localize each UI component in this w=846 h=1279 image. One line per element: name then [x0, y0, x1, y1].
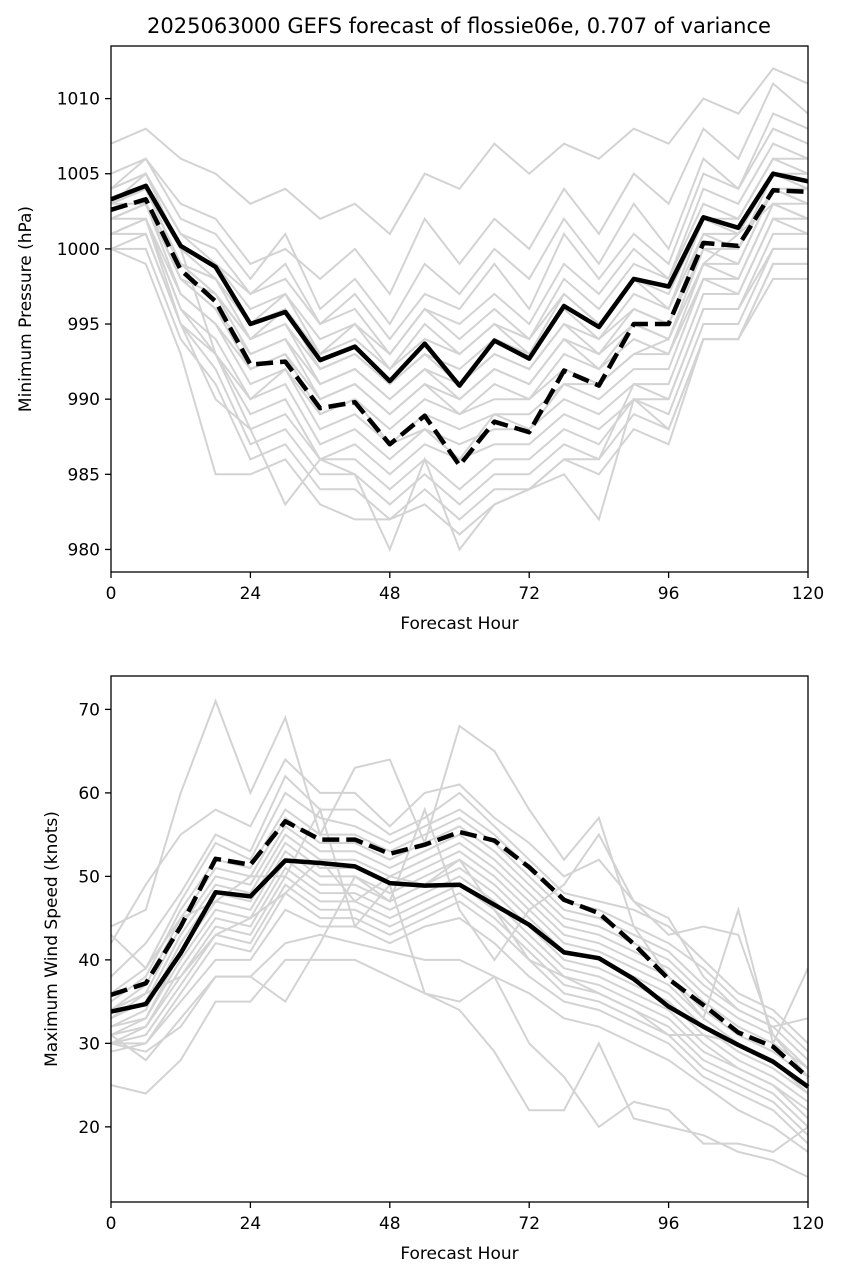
pressure-member-line-22	[110, 247, 808, 536]
wind-member-line-14	[110, 883, 809, 1128]
pressure-x-axis-label: Forecast Hour	[400, 614, 518, 634]
wind-member-line-10	[110, 849, 809, 1095]
wind-member-line-21	[110, 858, 809, 1095]
pressure-member-line-17	[110, 217, 809, 461]
pressure-x-tick-label: 72	[518, 584, 540, 604]
wind-member-line-9	[110, 841, 809, 1086]
pressure-member-line-4	[110, 127, 809, 341]
pressure-y-tick-label: 1005	[57, 165, 100, 185]
pressure-member-line-15	[110, 202, 809, 431]
wind-y-tick-label: 50	[78, 867, 100, 887]
wind-x-tick-label: 120	[792, 1214, 824, 1234]
pressure-y-ticks: 980 985 990 995 1000 1005 1010	[57, 90, 111, 560]
wind-member-line-5	[110, 808, 809, 1061]
wind-y-tick-label: 20	[78, 1118, 100, 1138]
wind-x-tick-label: 0	[106, 1214, 117, 1234]
wind-member-line-7	[110, 824, 809, 1070]
wind-solid-mean-line	[110, 858, 810, 1089]
wind-x-tick-label: 96	[658, 1214, 680, 1234]
pressure-member-line-18	[110, 217, 808, 476]
pressure-member-line-3	[110, 112, 809, 326]
wind-member-line-16	[110, 908, 809, 1145]
pressure-y-tick-label: 1010	[57, 90, 100, 110]
pressure-y-tick-label: 985	[68, 465, 100, 485]
wind-x-tick-label: 72	[518, 1214, 540, 1234]
pressure-member-line-19	[111, 232, 808, 491]
pressure-panel: 0 24 48 72 96 120 980 985 990 995 1000 1005 1010 Fo…	[16, 45, 824, 634]
wind-member-line-13	[110, 874, 809, 1120]
pressure-y-tick-label: 995	[68, 315, 100, 335]
pressure-member-line-9	[110, 172, 809, 386]
pressure-x-ticks: 0 24 48 72 96 120	[106, 572, 824, 604]
wind-y-axis-label: Maximum Wind Speed (knots)	[42, 811, 62, 1067]
pressure-member-line-8	[110, 172, 808, 371]
wind-y-tick-label: 60	[78, 784, 100, 804]
pressure-x-tick-label: 120	[792, 584, 824, 604]
wind-x-ticks: 0 24 48 72 96 120	[106, 1202, 824, 1234]
wind-x-axis-label: Forecast Hour	[400, 1244, 518, 1264]
wind-member-line-11	[110, 858, 809, 1103]
wind-member-line-2	[110, 757, 809, 1028]
wind-dashed-mean-line	[110, 819, 810, 1080]
pressure-member-lines	[110, 67, 809, 553]
wind-member-line-12	[110, 866, 809, 1112]
wind-y-ticks: 20 30 40 50 60 70	[78, 700, 111, 1138]
pressure-member-line-24	[110, 172, 809, 461]
pressure-axes-frame	[110, 45, 809, 573]
pressure-member-line-6	[110, 157, 808, 356]
pressure-member-line-5	[110, 142, 809, 356]
pressure-x-tick-label: 0	[106, 584, 117, 604]
wind-member-lines	[110, 698, 809, 1178]
pressure-x-tick-label: 24	[240, 584, 262, 604]
wind-member-line-20	[110, 806, 809, 1078]
pressure-y-axis-label: Minimum Pressure (hPa)	[16, 206, 36, 412]
wind-member-line-15	[111, 891, 809, 1136]
pressure-y-tick-label: 1000	[57, 240, 100, 260]
pressure-member-line-23	[110, 217, 808, 553]
pressure-x-tick-label: 48	[379, 584, 401, 604]
pressure-member-line-13	[110, 187, 809, 416]
wind-x-tick-label: 24	[240, 1214, 262, 1234]
pressure-mean-lines	[110, 171, 809, 468]
wind-y-tick-label: 70	[78, 700, 100, 720]
wind-member-line-3	[110, 774, 809, 1045]
pressure-dashed-mean-line	[110, 188, 809, 468]
wind-x-tick-label: 48	[379, 1214, 401, 1234]
pressure-y-tick-label: 980	[68, 540, 100, 560]
wind-member-line-8	[110, 833, 809, 1078]
wind-mean-lines	[110, 819, 810, 1089]
pressure-member-line-1	[110, 67, 809, 236]
pressure-solid-mean-line	[110, 171, 809, 388]
wind-member-line-4	[110, 791, 809, 1053]
pressure-y-tick-label: 990	[68, 390, 100, 410]
wind-y-tick-label: 40	[78, 951, 100, 971]
wind-axes-frame	[110, 675, 809, 1203]
wind-member-line-6	[110, 816, 809, 1070]
pressure-member-line-16	[111, 217, 808, 446]
wind-y-tick-label: 30	[78, 1034, 100, 1054]
figure-title: 2025063000 GEFS forecast of flossie06e, …	[147, 14, 771, 38]
wind-member-line-1	[110, 698, 809, 1047]
pressure-member-line-2	[110, 81, 809, 296]
pressure-x-tick-label: 96	[658, 584, 680, 604]
